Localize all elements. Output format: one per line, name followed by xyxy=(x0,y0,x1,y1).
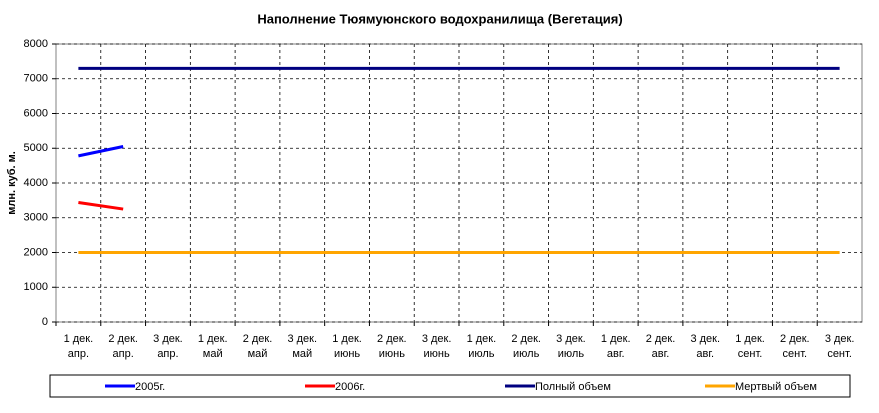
y-tick-label: 5000 xyxy=(24,142,48,154)
x-tick-label: 2 дек. xyxy=(243,333,273,345)
x-tick-label: 2 дек. xyxy=(511,333,541,345)
series-line xyxy=(78,145,124,158)
y-tick-label: 7000 xyxy=(24,73,48,85)
x-tick-label: июль xyxy=(513,348,540,360)
x-tick-label: сент. xyxy=(738,348,763,360)
x-tick-label: 1 дек. xyxy=(198,333,228,345)
y-tick-label: 0 xyxy=(42,316,48,328)
x-tick-label: 3 дек. xyxy=(422,333,452,345)
x-tick-label: 1 дек. xyxy=(332,333,362,345)
chart-title: Наполнение Тюямуюнского водохранилища (В… xyxy=(257,11,622,26)
x-tick-label: авг. xyxy=(607,348,625,360)
x-tick-label: июнь xyxy=(379,348,405,360)
legend-label: Мертвый объем xyxy=(735,381,817,393)
x-tick-label: 3 дек. xyxy=(556,333,586,345)
x-tick-label: июль xyxy=(468,348,495,360)
x-tick-label: авг. xyxy=(696,348,714,360)
x-tick-label: июнь xyxy=(334,348,360,360)
x-tick-label: апр. xyxy=(68,348,89,360)
x-tick-label: 3 дек. xyxy=(825,333,855,345)
legend-label: Полный объем xyxy=(535,381,611,393)
x-tick-label: сент. xyxy=(783,348,808,360)
x-tick-label: 2 дек. xyxy=(780,333,810,345)
y-axis-label: млн. куб. м. xyxy=(6,151,18,215)
legend-box xyxy=(49,374,851,398)
x-tick-label: июнь xyxy=(424,348,450,360)
x-tick-label: сент. xyxy=(827,348,852,360)
x-tick-label: апр. xyxy=(113,348,134,360)
x-tick-label: 1 дек. xyxy=(735,333,765,345)
x-tick-label: 1 дек. xyxy=(467,333,497,345)
x-tick-label: 3 дек. xyxy=(287,333,317,345)
y-tick-label: 6000 xyxy=(24,107,48,119)
x-tick-label: 2 дек. xyxy=(377,333,407,345)
x-tick-label: 2 дек. xyxy=(108,333,138,345)
y-tick-label: 2000 xyxy=(24,246,48,258)
x-tick-label: 3 дек. xyxy=(153,333,183,345)
legend-label: 2006г. xyxy=(335,381,365,393)
y-tick-label: 8000 xyxy=(24,38,48,50)
x-tick-label: май xyxy=(248,348,268,360)
y-tick-label: 4000 xyxy=(24,177,48,189)
x-tick-label: апр. xyxy=(157,348,178,360)
x-tick-label: 1 дек. xyxy=(64,333,94,345)
x-tick-label: 1 дек. xyxy=(601,333,631,345)
x-tick-label: июль xyxy=(558,348,585,360)
series-line xyxy=(78,200,124,211)
x-tick-label: май xyxy=(203,348,223,360)
legend-label: 2005г. xyxy=(135,381,165,393)
x-tick-label: 2 дек. xyxy=(646,333,676,345)
y-tick-label: 3000 xyxy=(24,212,48,224)
x-tick-label: авг. xyxy=(652,348,670,360)
x-tick-label: май xyxy=(292,348,312,360)
x-tick-label: 3 дек. xyxy=(690,333,720,345)
y-tick-label: 1000 xyxy=(24,281,48,293)
